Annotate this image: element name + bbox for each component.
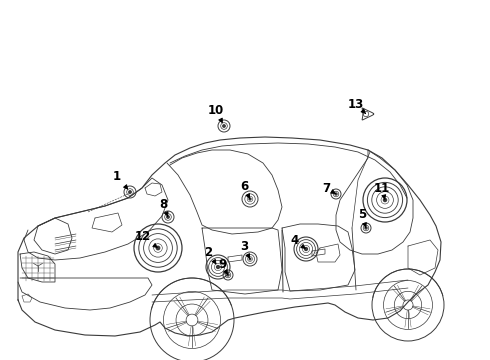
Circle shape (305, 248, 307, 251)
Circle shape (223, 125, 225, 127)
Text: 10: 10 (208, 104, 224, 122)
Circle shape (249, 258, 251, 260)
Text: 11: 11 (374, 181, 390, 200)
Text: 12: 12 (135, 230, 157, 247)
Circle shape (167, 216, 169, 218)
Circle shape (384, 198, 387, 202)
Circle shape (227, 274, 229, 276)
Text: 13: 13 (348, 98, 366, 113)
Circle shape (156, 246, 160, 250)
Text: 6: 6 (240, 180, 250, 199)
Circle shape (249, 198, 251, 200)
Circle shape (365, 227, 367, 229)
Text: 1: 1 (113, 170, 127, 189)
Text: 8: 8 (159, 198, 168, 216)
Text: 7: 7 (322, 181, 335, 194)
Text: 4: 4 (291, 234, 305, 248)
Circle shape (129, 191, 131, 193)
Circle shape (335, 193, 337, 195)
Text: 3: 3 (240, 240, 250, 259)
Text: 9: 9 (218, 258, 228, 274)
Text: 2: 2 (204, 246, 216, 264)
Text: 5: 5 (358, 208, 367, 227)
Circle shape (217, 266, 220, 269)
